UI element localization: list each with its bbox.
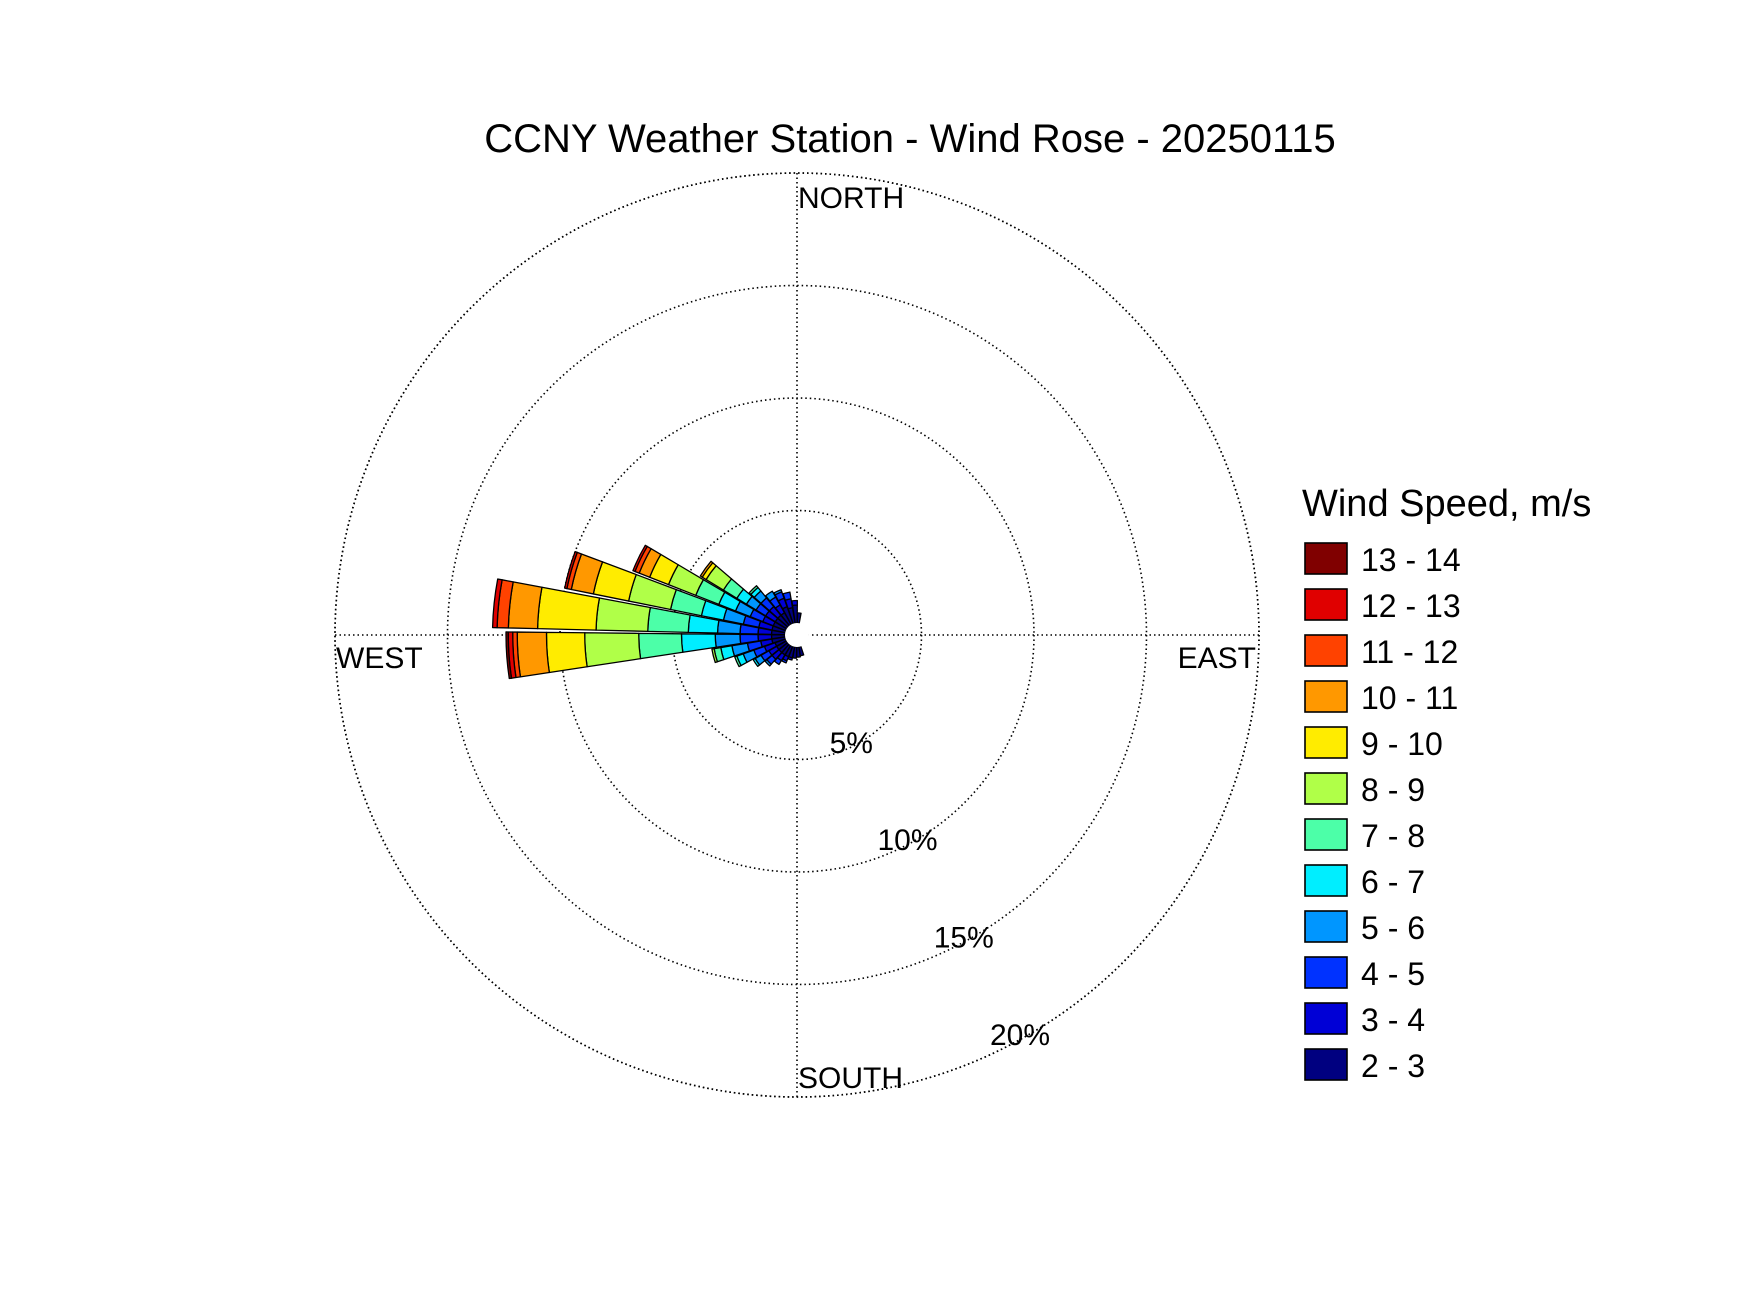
legend-swatch xyxy=(1304,680,1348,713)
legend-label: 7 - 8 xyxy=(1361,818,1425,854)
petal-segment xyxy=(781,658,788,664)
legend-swatch xyxy=(1304,1002,1348,1035)
legend-label: 11 - 12 xyxy=(1361,634,1458,670)
legend-label: 12 - 13 xyxy=(1361,588,1461,624)
legend-label: 9 - 10 xyxy=(1361,726,1443,762)
south-label: SOUTH xyxy=(798,1062,903,1095)
petal-segment xyxy=(505,631,513,680)
legend-label: 8 - 9 xyxy=(1361,772,1425,808)
legend-label: 10 - 11 xyxy=(1361,680,1458,716)
legend-label: 13 - 14 xyxy=(1361,542,1461,578)
petal-segment xyxy=(638,632,684,660)
petal-segment xyxy=(798,645,805,657)
petal-segment xyxy=(773,589,783,596)
petal-segment xyxy=(711,648,719,664)
radial-tick-label: 15% xyxy=(934,922,994,955)
petal-segment xyxy=(748,585,759,595)
chart-title: CCNY Weather Station - Wind Rose - 20250… xyxy=(484,117,1336,161)
petal-segment xyxy=(796,612,802,624)
north-label: NORTH xyxy=(798,182,904,215)
radial-tick-label: 5% xyxy=(830,727,873,760)
legend-title: Wind Speed, m/s xyxy=(1302,483,1591,525)
petal-segment xyxy=(680,633,717,653)
wind-rose-petals xyxy=(491,544,809,680)
legend-swatch xyxy=(1304,542,1348,575)
legend-swatch xyxy=(1304,818,1348,851)
legend-label: 4 - 5 xyxy=(1361,956,1425,992)
petal-segment xyxy=(787,656,794,661)
east-label: EAST xyxy=(1178,642,1256,675)
petal-segment xyxy=(699,560,714,578)
legend-swatch xyxy=(1304,910,1348,943)
petal-segment xyxy=(516,631,550,678)
petal-segment xyxy=(782,591,792,601)
radial-tick-label: 10% xyxy=(877,824,937,857)
legend-swatch xyxy=(1304,772,1348,805)
petal-segment xyxy=(507,581,543,630)
petal-segment xyxy=(764,659,772,667)
petal-segment xyxy=(564,550,578,590)
legend-label: 5 - 6 xyxy=(1361,910,1425,946)
legend-swatch xyxy=(1304,726,1348,759)
legend: Wind Speed, m/s 13 - 14 12 - 13 11 - 12 10 … xyxy=(1302,483,1591,1084)
legend-label: 6 - 7 xyxy=(1361,864,1425,900)
petal-segment xyxy=(791,599,799,606)
petal-segment xyxy=(545,631,588,674)
center-hole xyxy=(785,623,809,647)
legend-label: 3 - 4 xyxy=(1361,1002,1425,1038)
legend-swatch xyxy=(1304,634,1348,667)
legend-swatch xyxy=(1304,1048,1348,1081)
legend-swatch xyxy=(1304,956,1348,989)
polar-labels: NORTH SOUTH WEST EAST xyxy=(336,182,1256,1095)
petal-segment xyxy=(765,590,777,602)
legend-label: 2 - 3 xyxy=(1361,1048,1425,1084)
petal-segment xyxy=(491,578,503,629)
radial-tick-label: 20% xyxy=(990,1019,1050,1052)
petal-segment xyxy=(773,657,783,666)
petal-segment xyxy=(584,632,642,668)
radial-tick-labels: 5% 10% 15% 20% xyxy=(830,727,1050,1052)
legend-swatch xyxy=(1304,864,1348,897)
petal-segment xyxy=(752,657,761,667)
polar-grid xyxy=(334,172,1260,1098)
legend-swatch xyxy=(1304,588,1348,621)
petal-segment xyxy=(632,544,648,573)
west-label: WEST xyxy=(336,642,423,675)
petal-segment xyxy=(734,655,742,668)
